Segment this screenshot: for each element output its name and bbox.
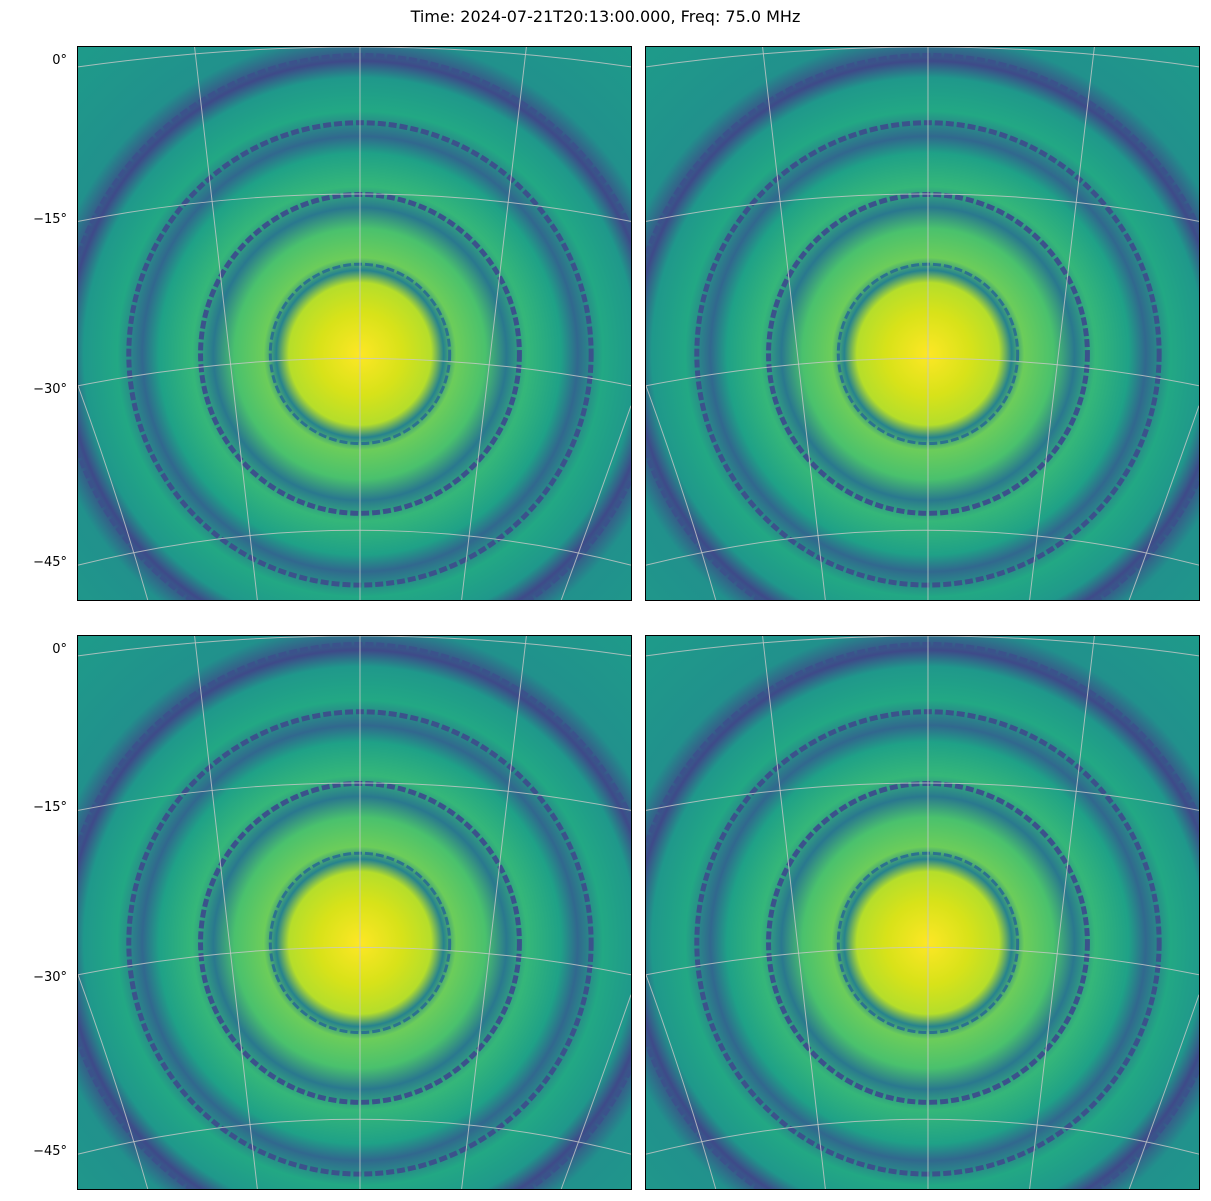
beam-heatmap-top-right — [646, 47, 1199, 600]
grid-line — [78, 47, 631, 68]
ytick-label: −45° — [33, 555, 67, 570]
beam-panel-top-left — [77, 46, 632, 601]
beam-panel-top-right — [645, 46, 1200, 601]
grid-line — [1128, 994, 1199, 1189]
ytick-label: −15° — [33, 800, 67, 815]
grid-line — [1128, 405, 1199, 600]
grid-line — [1029, 47, 1095, 600]
beam-background — [646, 636, 1199, 1189]
grid-line — [78, 1118, 631, 1155]
grid-line — [762, 47, 826, 600]
beam-background — [646, 47, 1199, 600]
grid-line — [78, 946, 631, 976]
grid-line — [646, 1118, 1199, 1155]
grid-line — [78, 385, 149, 600]
grid-line — [560, 405, 631, 600]
ytick-label: −15° — [33, 212, 67, 227]
grid-line — [78, 193, 631, 222]
grid-line — [646, 529, 1199, 566]
grid-line — [646, 946, 1199, 976]
ytick-label: −30° — [33, 382, 67, 397]
grid-line — [78, 974, 149, 1189]
figure-title: Time: 2024-07-21T20:13:00.000, Freq: 75.… — [410, 7, 801, 26]
grid-line — [194, 47, 258, 600]
grid-line — [461, 47, 527, 600]
ytick-label: −45° — [33, 1144, 67, 1159]
ytick-label: −30° — [33, 970, 67, 985]
grid-line — [646, 193, 1199, 222]
grid-line — [646, 385, 717, 600]
grid-line — [646, 974, 717, 1189]
grid-line — [560, 994, 631, 1189]
grid-line — [762, 636, 826, 1189]
grid-line — [646, 47, 1199, 68]
beam-heatmap-top-left — [78, 47, 631, 600]
beam-heatmap-bottom-left — [78, 636, 631, 1189]
grid-line — [646, 782, 1199, 811]
ytick-label: 0° — [52, 53, 67, 68]
beam-panel-bottom-right — [645, 635, 1200, 1190]
grid-line — [194, 636, 258, 1189]
beam-heatmap-bottom-right — [646, 636, 1199, 1189]
beam-background — [78, 636, 631, 1189]
grid-line — [1029, 636, 1095, 1189]
beam-panel-bottom-left — [77, 635, 632, 1190]
grid-line — [646, 357, 1199, 387]
grid-line — [461, 636, 527, 1189]
grid-line — [78, 636, 631, 657]
grid-line — [78, 782, 631, 811]
grid-line — [78, 357, 631, 387]
grid-line — [78, 529, 631, 566]
beam-background — [78, 47, 631, 600]
grid-line — [646, 636, 1199, 657]
ytick-label: 0° — [52, 642, 67, 657]
